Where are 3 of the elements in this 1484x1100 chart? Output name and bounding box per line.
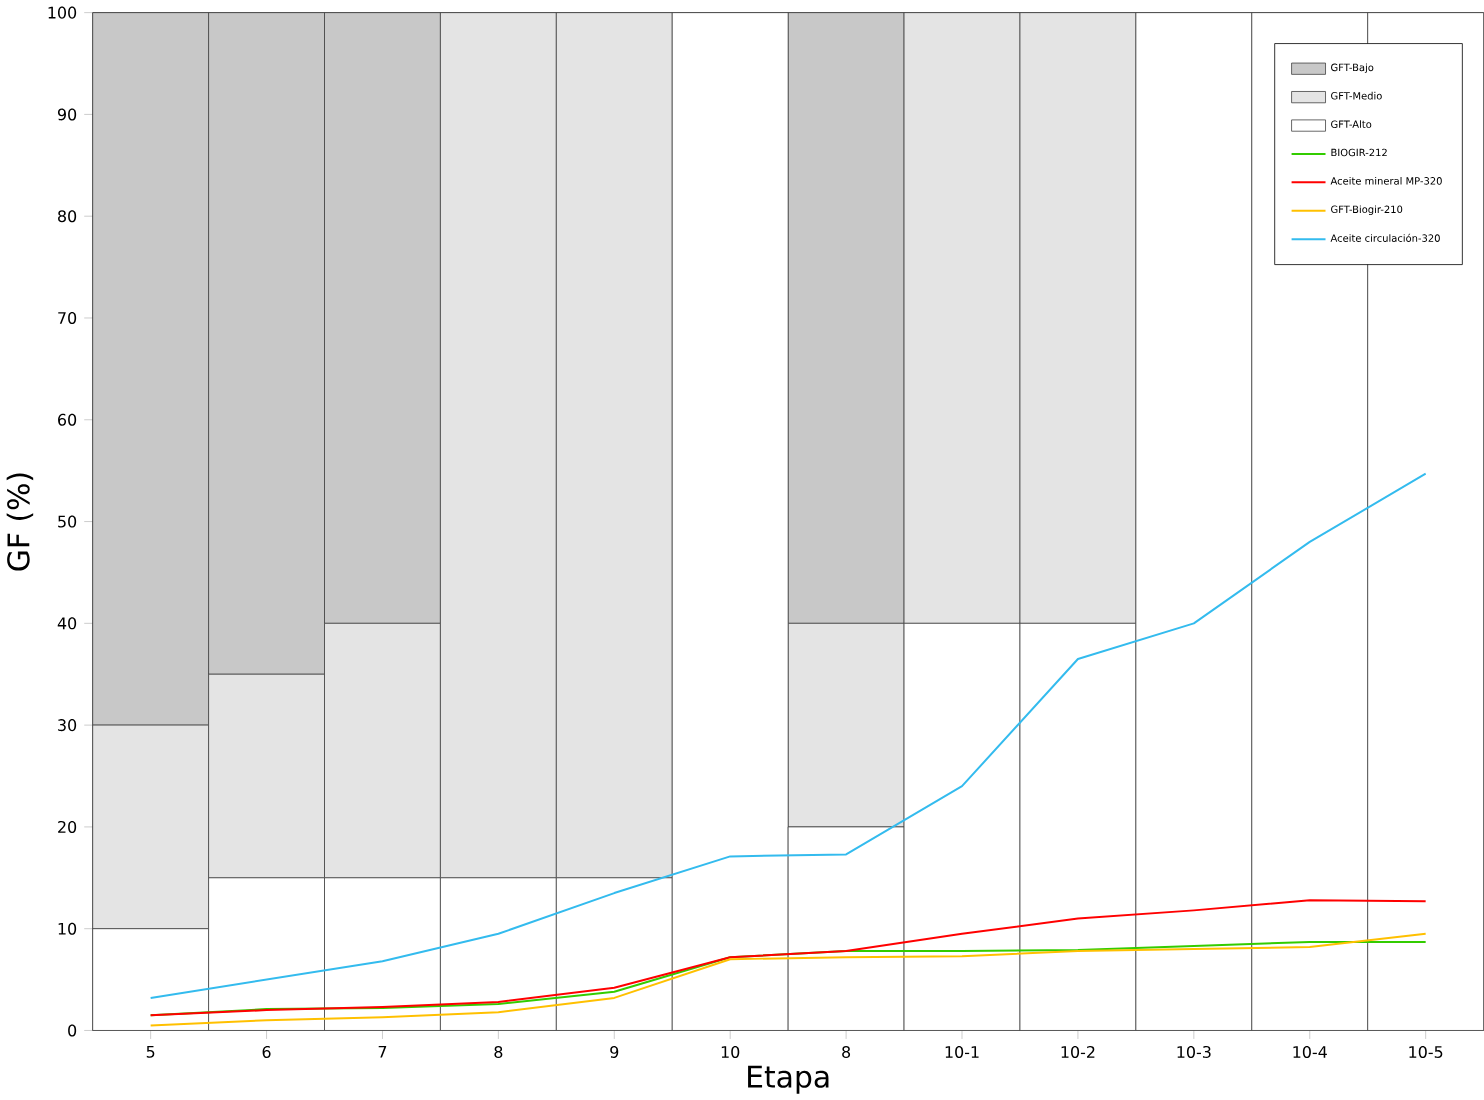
x-axis-title: Etapa [748,1065,829,1094]
line-series [149,899,1427,1017]
y-axis-title: GF (%) [6,473,34,571]
